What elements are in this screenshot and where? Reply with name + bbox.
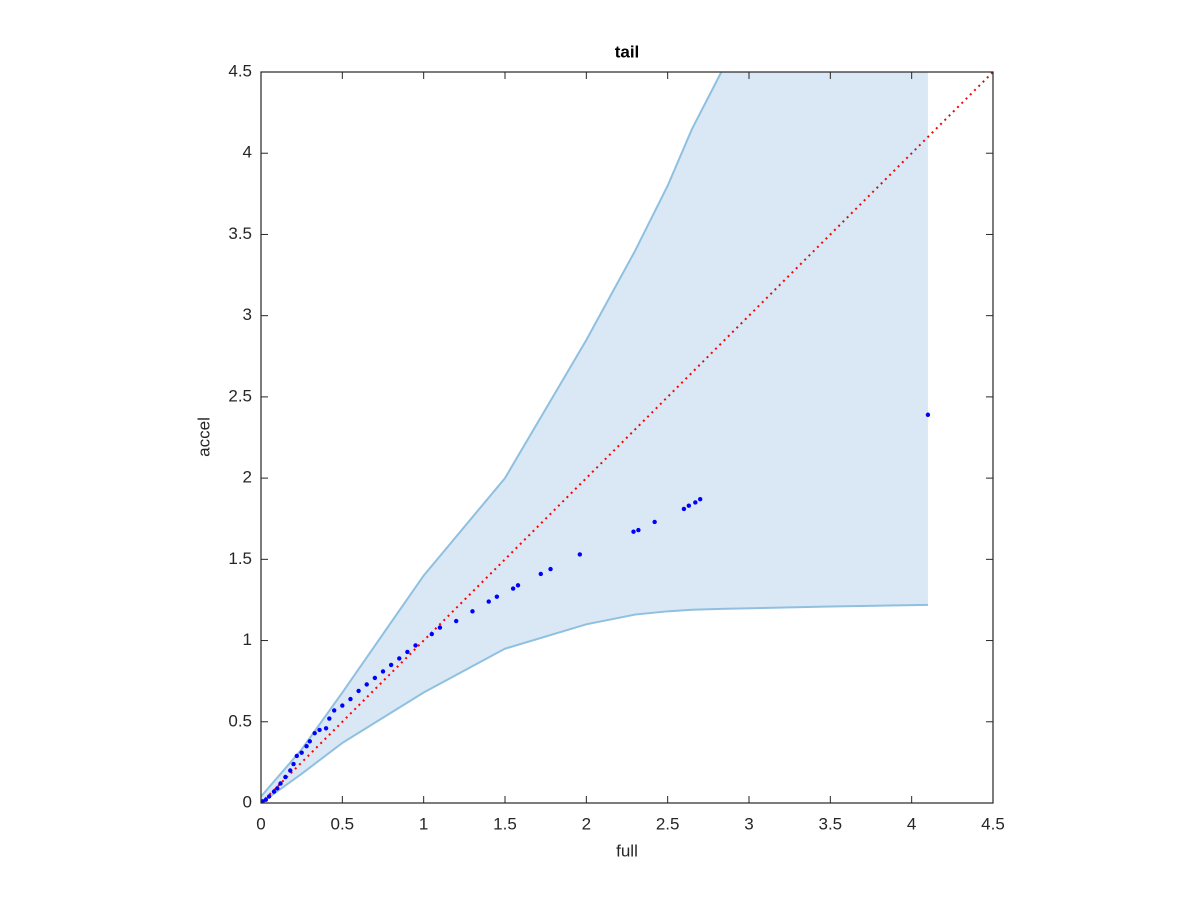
data-point xyxy=(288,768,293,773)
data-point xyxy=(340,703,345,708)
data-point xyxy=(686,503,692,508)
y-tick-label: 3 xyxy=(243,305,252,324)
data-point xyxy=(299,750,304,755)
data-point xyxy=(294,753,299,759)
data-point xyxy=(652,519,657,525)
x-tick-label: 0 xyxy=(256,814,265,833)
data-point xyxy=(304,743,309,749)
y-tick-label: 2.5 xyxy=(228,386,252,405)
data-point xyxy=(312,730,317,736)
data-point xyxy=(397,656,402,661)
data-point xyxy=(631,529,636,534)
data-point xyxy=(548,566,553,572)
y-tick-label: 1 xyxy=(243,630,252,649)
data-point xyxy=(636,527,641,533)
y-tick-label: 0.5 xyxy=(228,711,252,730)
x-tick-label: 1 xyxy=(419,814,428,833)
band-upper-edge xyxy=(261,72,723,798)
data-point xyxy=(486,599,491,604)
chart-title: tail xyxy=(615,42,640,61)
data-point xyxy=(266,794,272,799)
x-tick-label: 4 xyxy=(907,814,916,833)
data-point xyxy=(693,500,698,505)
plot-box xyxy=(260,71,994,804)
x-tick-label: 4.5 xyxy=(981,814,1005,833)
y-tick-label: 4.5 xyxy=(228,61,252,80)
reference-line xyxy=(260,71,994,804)
x-tick-label: 2 xyxy=(582,814,591,833)
data-point xyxy=(577,552,583,557)
data-point xyxy=(925,412,931,417)
y-axis-label: accel xyxy=(194,417,213,457)
data-point xyxy=(413,643,418,648)
data-point xyxy=(327,716,332,721)
data-point xyxy=(454,618,459,624)
data-point xyxy=(263,797,269,802)
data-point xyxy=(271,789,277,794)
data-point xyxy=(388,662,394,668)
data-point xyxy=(470,609,475,614)
band-area xyxy=(261,72,928,803)
data-point xyxy=(405,649,410,655)
x-tick-label: 2.5 xyxy=(656,814,680,833)
data-point xyxy=(317,727,322,733)
x-tick-label: 3 xyxy=(744,814,753,833)
data-point xyxy=(515,583,521,588)
data-point xyxy=(323,726,329,731)
data-point xyxy=(437,625,443,630)
x-axis-label: full xyxy=(616,841,638,860)
y-tick-label: 0 xyxy=(243,792,252,811)
x-tick-label: 0.5 xyxy=(331,814,355,833)
data-point xyxy=(429,631,434,637)
y-tick-label: 2 xyxy=(243,468,252,487)
band-lower-edge xyxy=(261,603,928,803)
data-point xyxy=(307,739,312,744)
data-point xyxy=(538,571,543,577)
data-point xyxy=(380,669,386,674)
data-point xyxy=(494,594,500,599)
data-point xyxy=(278,781,283,786)
x-tick-label: 1.5 xyxy=(493,814,517,833)
data-point xyxy=(356,688,361,694)
y-tick-label: 3.5 xyxy=(228,224,252,243)
data-point xyxy=(332,708,337,713)
data-point xyxy=(372,675,378,681)
x-tick-label: 3.5 xyxy=(819,814,843,833)
data-point xyxy=(698,497,703,502)
data-point xyxy=(510,586,516,591)
data-point xyxy=(364,682,369,687)
data-point xyxy=(348,696,353,702)
data-point xyxy=(275,786,280,791)
data-point xyxy=(681,506,687,512)
y-tick-label: 1.5 xyxy=(228,549,252,568)
data-point xyxy=(291,761,296,767)
data-point xyxy=(283,774,288,780)
y-tick-label: 4 xyxy=(243,143,252,162)
